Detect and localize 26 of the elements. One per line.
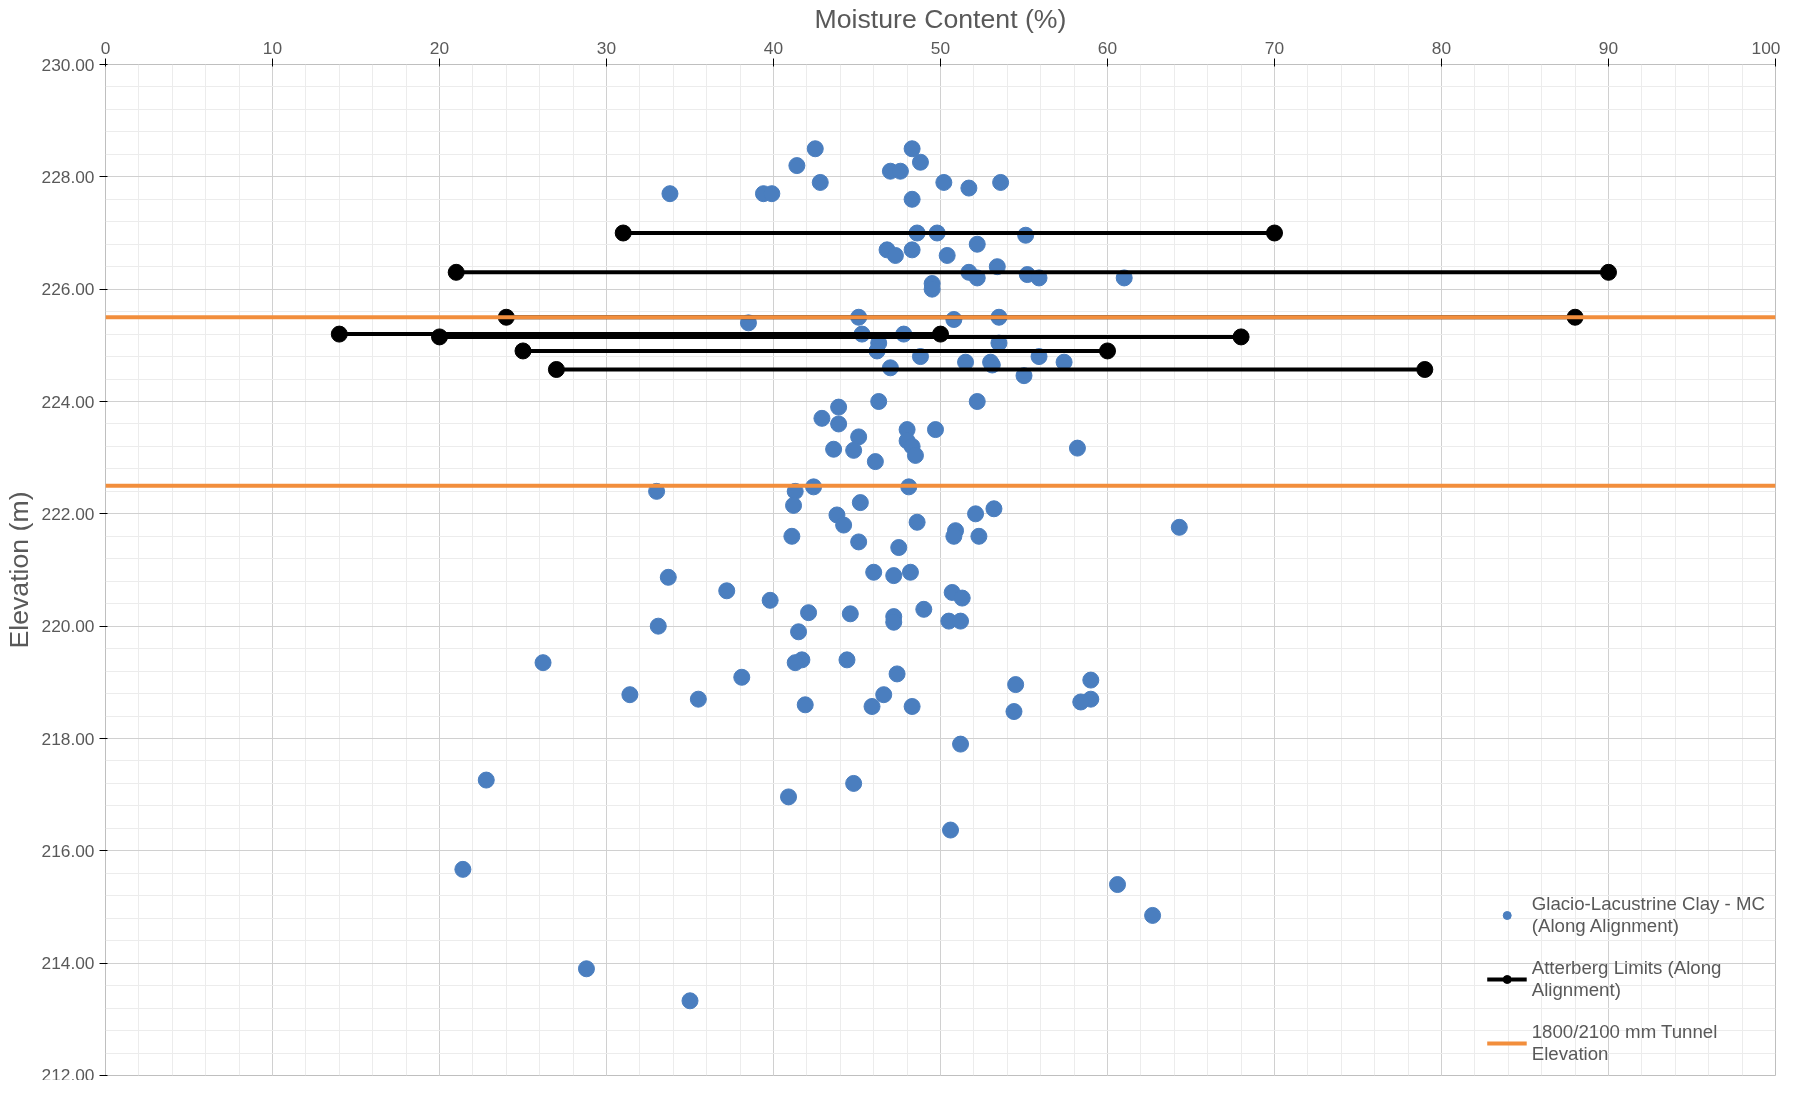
y-tick-label: 216.00: [41, 840, 95, 861]
y-tick-label: 214.00: [41, 953, 95, 974]
y-tick-label: 212.00: [41, 1064, 95, 1085]
y-tick-label: 228.00: [41, 166, 95, 187]
legend-label: Glacio-Lacustrine Clay - MC (Along Alignment): [1531, 893, 1765, 937]
x-tick-label: 20: [429, 37, 450, 58]
y-tick-label: 226.00: [41, 279, 95, 300]
legend-label: Atterberg Limits (Along Alignment): [1531, 957, 1722, 1001]
legend-label: 1800/2100 mm Tunnel Elevation: [1531, 1021, 1718, 1065]
y-tick-label: 224.00: [41, 391, 95, 412]
x-axis-title: Moisture Content (%): [814, 3, 1067, 34]
y-tick-label: 222.00: [41, 503, 95, 524]
x-tick-label: 50: [930, 37, 951, 58]
x-tick-label: 60: [1097, 37, 1118, 58]
y-tick-label: 220.00: [41, 616, 95, 637]
x-tick-label: 10: [262, 37, 283, 58]
x-tick-label: 100: [1751, 37, 1781, 58]
y-tick-label: 230.00: [41, 54, 95, 75]
x-tick-label: 80: [1431, 37, 1452, 58]
y-tick-label: 218.00: [41, 728, 95, 749]
x-tick-label: 90: [1598, 37, 1619, 58]
x-tick-label: 30: [596, 37, 617, 58]
x-tick-label: 70: [1264, 37, 1285, 58]
x-tick-label: 40: [763, 37, 784, 58]
y-axis-title: Elevation (m): [3, 491, 34, 649]
x-tick-label: 0: [100, 37, 111, 58]
